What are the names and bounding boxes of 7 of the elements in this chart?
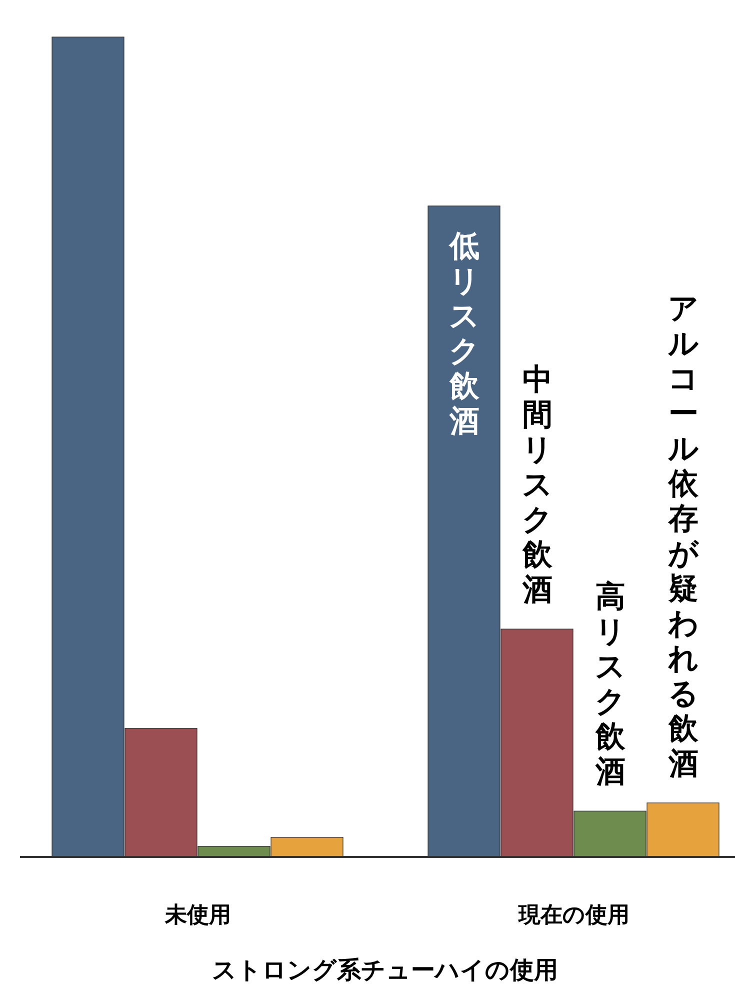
- x-tick-label: 未使用: [164, 903, 231, 928]
- series-label: 中間リスク飲酒: [522, 362, 553, 608]
- x-tick-label: 現在の使用: [518, 903, 630, 928]
- text: アルコール依存が疑われる飲酒: [668, 291, 699, 782]
- series-label: 高リスク飲酒: [594, 580, 626, 790]
- series-label: 低リスク飲酒: [448, 228, 480, 439]
- x-axis-title: ストロング系チューハイの使用: [212, 956, 558, 984]
